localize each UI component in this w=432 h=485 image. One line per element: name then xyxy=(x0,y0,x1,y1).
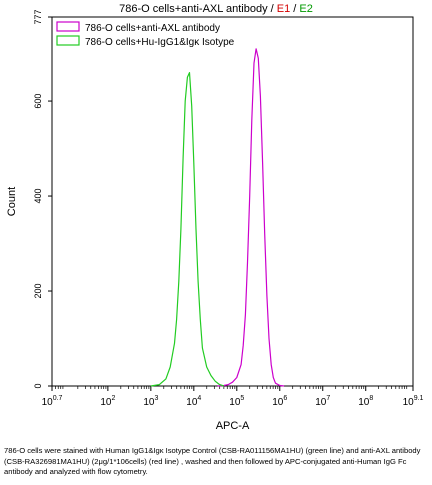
y-tick-label: 400 xyxy=(33,189,43,204)
x-tick-label: 104 xyxy=(186,395,201,408)
series-anti-axl-line xyxy=(217,48,285,387)
legend-label: 786-O cells+anti-AXL antibody xyxy=(85,23,220,34)
x-tick-label: 105 xyxy=(229,395,244,408)
x-axis: 100.7 102 103 104 105 106 107 108 109.1 xyxy=(42,386,424,408)
x-tick-label: 109.1 xyxy=(403,395,424,408)
y-tick-label: 0 xyxy=(33,383,43,388)
legend-swatch xyxy=(56,35,80,46)
chart-title: 786-O cells+anti-AXL antibody / E1 / E2 xyxy=(0,3,432,15)
title-sep-1: / xyxy=(267,3,277,15)
legend-label: 786-O cells+Hu-IgG1&Igκ Isotype xyxy=(85,37,235,48)
x-tick-label: 102 xyxy=(100,395,115,408)
plot-frame xyxy=(51,16,414,387)
title-e1: E1 xyxy=(276,3,291,15)
title-sep-2: / xyxy=(290,3,300,15)
legend: 786-O cells+anti-AXL antibody 786-O cells… xyxy=(56,21,235,48)
histogram-chart: 0 200 400 600 777 100.7 102 103 104 105 106 107 108… xyxy=(6,9,424,432)
x-tick-label: 107 xyxy=(315,395,330,408)
y-axis: 0 200 400 600 777 xyxy=(33,9,52,389)
x-tick-label: 106 xyxy=(272,395,287,408)
y-axis-label: Count xyxy=(6,187,18,216)
y-tick-label: 777 xyxy=(33,9,43,24)
y-tick-label: 600 xyxy=(33,94,43,109)
figure-caption: 786-O cells were stained with Human IgG1… xyxy=(4,446,421,476)
title-e2: E2 xyxy=(299,3,313,15)
x-axis-label: APC-A xyxy=(216,420,250,432)
y-tick-label: 200 xyxy=(33,284,43,299)
title-main: 786-O cells+anti-AXL antibody xyxy=(119,3,268,15)
series-isotype-line xyxy=(150,71,225,387)
x-tick-label: 108 xyxy=(358,395,373,408)
series-layer xyxy=(150,48,285,387)
x-tick-label: 100.7 xyxy=(42,395,63,408)
legend-swatch xyxy=(56,21,80,32)
x-tick-label: 103 xyxy=(143,395,158,408)
